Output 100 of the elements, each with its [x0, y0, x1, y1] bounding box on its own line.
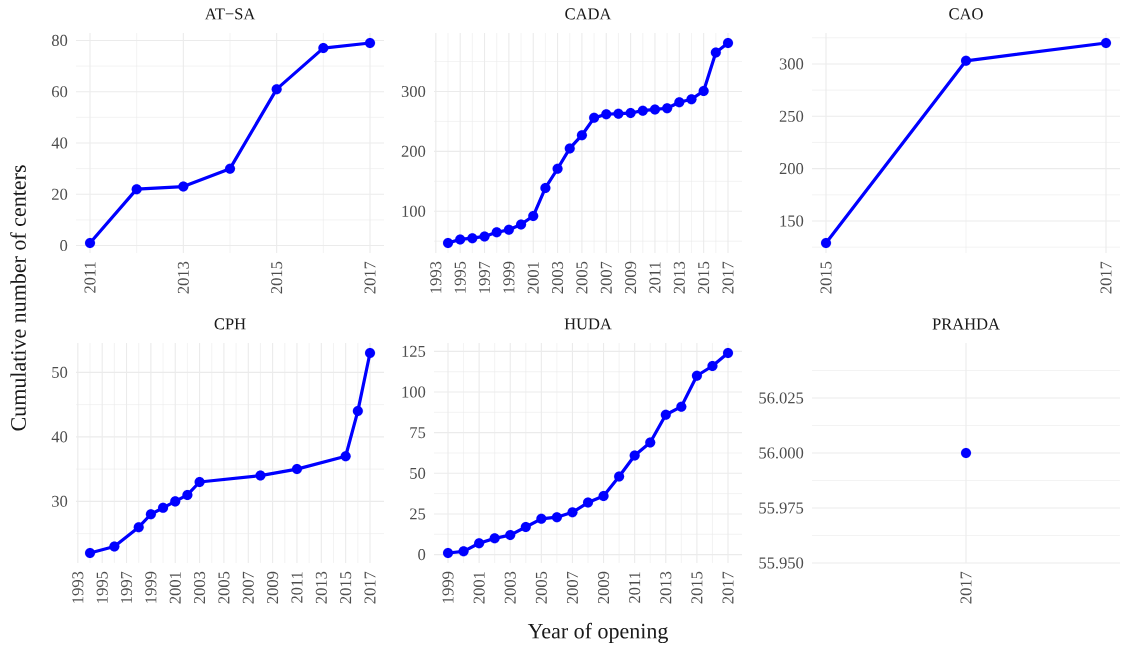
point — [629, 450, 640, 461]
x-tick-label: 2015 — [698, 261, 710, 294]
point — [352, 405, 363, 417]
x-tick-label: 2017 — [364, 261, 376, 294]
y-tick-label: 60 — [52, 86, 68, 98]
chart-title: CADA — [565, 8, 612, 20]
chart-title: CPH — [214, 318, 246, 330]
y-tick-label: 55.950 — [759, 557, 804, 569]
y-tick-label: 250 — [779, 110, 804, 122]
point — [291, 464, 303, 475]
x-tick-label: 2007 — [600, 261, 612, 294]
x-tick-label: 2009 — [625, 261, 637, 294]
x-tick-label: 2013 — [315, 571, 327, 604]
point — [474, 538, 485, 549]
point — [131, 184, 142, 195]
point — [662, 103, 673, 114]
point — [576, 130, 587, 141]
y-tick-label: 125 — [402, 345, 426, 357]
point — [551, 512, 562, 523]
point — [520, 521, 531, 533]
point — [686, 94, 697, 105]
x-tick-label: 2011 — [629, 572, 641, 603]
point — [614, 471, 625, 482]
point — [589, 112, 600, 123]
x-tick-label: 1999 — [145, 571, 157, 603]
x-tick-label: 2003 — [194, 571, 206, 604]
y-tick-label: 55.975 — [759, 502, 804, 514]
x-tick-label: 2003 — [552, 261, 564, 294]
x-tick-label: 2017 — [960, 571, 972, 604]
x-tick-label: 1995 — [96, 571, 108, 603]
y-tick-label: 40 — [51, 137, 68, 149]
x-tick-label: 1993 — [430, 261, 442, 293]
point — [676, 401, 687, 412]
point — [157, 502, 169, 513]
x-tick-label: 2001 — [527, 262, 539, 294]
point — [84, 237, 96, 249]
point — [458, 546, 469, 557]
point — [552, 163, 563, 174]
chart-title: PRAHDA — [932, 318, 1000, 330]
point — [133, 522, 144, 533]
point — [467, 233, 478, 244]
x-tick-label: 2017 — [364, 571, 376, 604]
point — [318, 43, 329, 54]
point — [613, 108, 624, 119]
point — [505, 530, 516, 541]
x-tick-label: 2003 — [504, 571, 516, 604]
point — [722, 37, 734, 49]
point — [645, 437, 656, 448]
point — [582, 497, 594, 508]
point — [625, 107, 636, 119]
point — [491, 227, 502, 238]
x-tick-label: 1997 — [120, 571, 133, 603]
point — [660, 409, 671, 420]
point — [820, 237, 832, 249]
y-tick-label: 0 — [418, 549, 426, 561]
x-tick-label: 2017 — [722, 571, 734, 604]
y-tick-label: 150 — [780, 215, 804, 227]
point — [674, 97, 685, 108]
y-tick-label: 300 — [779, 58, 804, 70]
x-tick-label: 2015 — [691, 571, 703, 604]
point — [170, 496, 181, 507]
point — [364, 347, 376, 359]
point — [710, 47, 721, 58]
point — [442, 237, 454, 249]
point — [515, 219, 527, 230]
point — [598, 491, 609, 502]
x-tick-label: 2015 — [340, 571, 352, 604]
x-tick-label: 2007 — [242, 571, 254, 604]
y-tick-label: 20 — [52, 188, 68, 200]
point — [442, 547, 454, 559]
x-tick-label: 2013 — [177, 261, 189, 294]
x-tick-label: 1995 — [454, 261, 466, 293]
point — [649, 104, 661, 115]
y-tick-label: 300 — [401, 85, 426, 98]
point — [455, 234, 466, 245]
y-tick-label: 200 — [779, 163, 804, 175]
y-tick-label: 80 — [51, 34, 68, 46]
x-tick-label: 2007 — [566, 571, 579, 604]
point — [1100, 37, 1112, 49]
point — [637, 105, 648, 116]
point — [722, 347, 734, 359]
point — [691, 370, 702, 381]
y-tick-label: 75 — [410, 427, 426, 439]
point — [224, 163, 236, 174]
point — [178, 181, 189, 192]
point — [489, 533, 500, 544]
point — [340, 451, 351, 462]
x-tick-label: 2015 — [820, 261, 832, 294]
y-tick-label: 25 — [410, 508, 426, 520]
point — [84, 547, 96, 559]
point — [567, 507, 578, 518]
y-tick-label: 40 — [51, 431, 68, 443]
y-tick-label: 50 — [410, 467, 426, 479]
x-tick-label: 1993 — [72, 571, 84, 603]
chart-title: CAO — [949, 8, 983, 20]
point — [698, 85, 709, 96]
y-tick-label: 200 — [401, 145, 426, 157]
point — [194, 476, 205, 488]
y-tick-label: 56.000 — [759, 447, 804, 459]
x-tick-label: 2001 — [473, 572, 485, 604]
